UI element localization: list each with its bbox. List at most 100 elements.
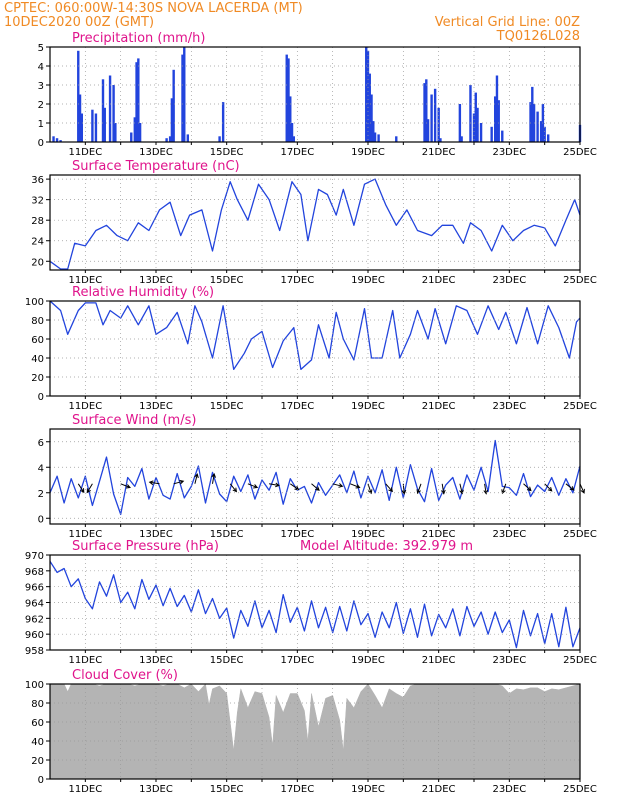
- wind-vector-arrow: [229, 483, 238, 493]
- precipitation-bar: [430, 94, 433, 142]
- precipitation-bar: [476, 107, 479, 142]
- precipitation-ytick-label: 0: [38, 138, 44, 149]
- precipitation-bar: [285, 54, 288, 142]
- pressure-frame: [49, 554, 581, 651]
- wind-xtick-label: 25DEC: [563, 529, 597, 540]
- pressure-xtick-label: 17DEC: [280, 655, 314, 666]
- cloud-xtick-label: 25DEC: [563, 784, 597, 795]
- panel-humidity: Relative Humidity (%) 0 20 40 60 80 100 11DEC 13…: [25, 285, 597, 412]
- pressure-xtick-label: 13DEC: [139, 655, 173, 666]
- precipitation-bar: [290, 123, 294, 142]
- precipitation-bar: [529, 102, 532, 142]
- humidity-xtick-label: 19DEC: [351, 401, 385, 412]
- precipitation-bar: [77, 50, 80, 142]
- precipitation-bar: [108, 75, 112, 142]
- humidity-xtick-label: 25DEC: [563, 401, 597, 412]
- wind-ytick-label: 6: [38, 438, 44, 449]
- wind-frame: [49, 428, 581, 525]
- precipitation-bar: [186, 134, 189, 142]
- precipitation-bar: [433, 88, 437, 142]
- precipitation-bar: [55, 138, 59, 142]
- precipitation-bar: [170, 98, 174, 142]
- precipitation-bar: [91, 109, 94, 142]
- precipitation-bar: [368, 73, 371, 142]
- wind-xtick-label: 23DEC: [492, 529, 526, 540]
- wind-vector-arrow: [311, 483, 320, 491]
- wind-ytick-label: 2: [38, 489, 44, 500]
- humidity-ytick-label: 40: [31, 354, 44, 365]
- pressure-xtick-label: 21DEC: [422, 655, 456, 666]
- precipitation-bar: [80, 113, 83, 142]
- pressure-xtick-label: 23DEC: [492, 655, 526, 666]
- humidity-xtick-label: 23DEC: [492, 401, 526, 412]
- precipitation-bar: [221, 102, 225, 142]
- precipitation-bar: [94, 113, 98, 142]
- cloud-ytick-label: 100: [25, 680, 44, 691]
- precipitation-bar: [138, 123, 142, 142]
- wind-vector-arrow: [501, 483, 507, 495]
- temperature-xtick-label: 19DEC: [351, 275, 385, 286]
- humidity-ytick-label: 80: [31, 316, 44, 327]
- humidity-xtick-label: 13DEC: [139, 401, 173, 412]
- wind-ytick-label: 4: [38, 463, 44, 474]
- precipitation-bar: [474, 92, 477, 142]
- precipitation-bar: [497, 100, 500, 142]
- wind-vector-arrow: [211, 472, 216, 484]
- wind-vector-arrow: [247, 483, 259, 489]
- precipitation-bar: [218, 136, 221, 142]
- wind-vector-arrow: [367, 483, 373, 495]
- wind-vector-arrow: [332, 483, 344, 488]
- cloud-area: [49, 683, 581, 780]
- precipitation-bar: [137, 58, 140, 142]
- precipitation-bar: [373, 132, 377, 142]
- precipitation-ytick-label: 5: [38, 43, 44, 54]
- panel-precipitation: Precipitation (mm/h) 0 1 2 3 4 5 11DEC 13DEC 15DE…: [38, 31, 597, 158]
- wind-xtick-label: 13DEC: [139, 529, 173, 540]
- pressure-ytick-label: 964: [25, 599, 44, 610]
- humidity-ytick-label: 0: [38, 392, 44, 403]
- cloud-xtick-label: 17DEC: [280, 784, 314, 795]
- temperature-line: [49, 178, 581, 270]
- humidity-xtick-label: 17DEC: [280, 401, 314, 412]
- wind-vector-arrow: [86, 483, 93, 494]
- precipitation-bar: [135, 62, 138, 143]
- temperature-title: Surface Temperature (nC): [72, 159, 240, 174]
- wind-vector-arrow: [194, 473, 199, 484]
- precipitation-bar: [501, 130, 504, 142]
- temperature-xtick-label: 23DEC: [492, 275, 526, 286]
- header-run-date: 10DEC2020 00Z (GMT): [4, 15, 154, 30]
- precipitation-bar: [370, 94, 373, 142]
- wind-xtick-label: 19DEC: [351, 529, 385, 540]
- precipitation-xtick-label: 19DEC: [351, 147, 385, 158]
- humidity-line: [49, 300, 581, 371]
- precipitation-bar: [289, 96, 292, 142]
- humidity-ytick-label: 20: [31, 373, 44, 384]
- precipitation-bar: [103, 107, 106, 142]
- precipitation-bar: [539, 121, 543, 142]
- temperature-ytick-label: 24: [31, 237, 44, 248]
- precipitation-bar: [114, 123, 117, 142]
- wind-xtick-label: 21DEC: [422, 529, 456, 540]
- temperature-xtick-label: 21DEC: [422, 275, 456, 286]
- wind-title: Surface Wind (m/s): [72, 413, 196, 428]
- wind-vector-arrow: [416, 483, 422, 495]
- precipitation-bar: [133, 117, 136, 142]
- wind-vector-arrow: [544, 483, 553, 492]
- precipitation-bar: [439, 138, 442, 142]
- pressure-xtick-label: 15DEC: [210, 655, 244, 666]
- cloud-xtick-label: 21DEC: [422, 784, 456, 795]
- precipitation-bar: [287, 58, 290, 142]
- pressure-xtick-label: 25DEC: [563, 655, 597, 666]
- wind-vector-arrow: [77, 483, 85, 494]
- precipitation-bar: [426, 119, 430, 142]
- cloud-ytick-label: 20: [31, 756, 44, 767]
- header-run-code: TQ0126L028: [496, 29, 580, 44]
- cloud-ytick-label: 0: [38, 775, 44, 786]
- header-station: CPTEC: 060:00W-14:30S NOVA LACERDA (MT): [4, 1, 303, 16]
- temperature-xtick-label: 11DEC: [68, 275, 102, 286]
- precipitation-bar: [365, 47, 368, 142]
- cloud-xtick-label: 19DEC: [351, 784, 385, 795]
- panel-temperature: Surface Temperature (nC) 20 24 28 32 36 11DEC 1…: [31, 159, 597, 286]
- wind-ytick-label: 0: [38, 514, 44, 525]
